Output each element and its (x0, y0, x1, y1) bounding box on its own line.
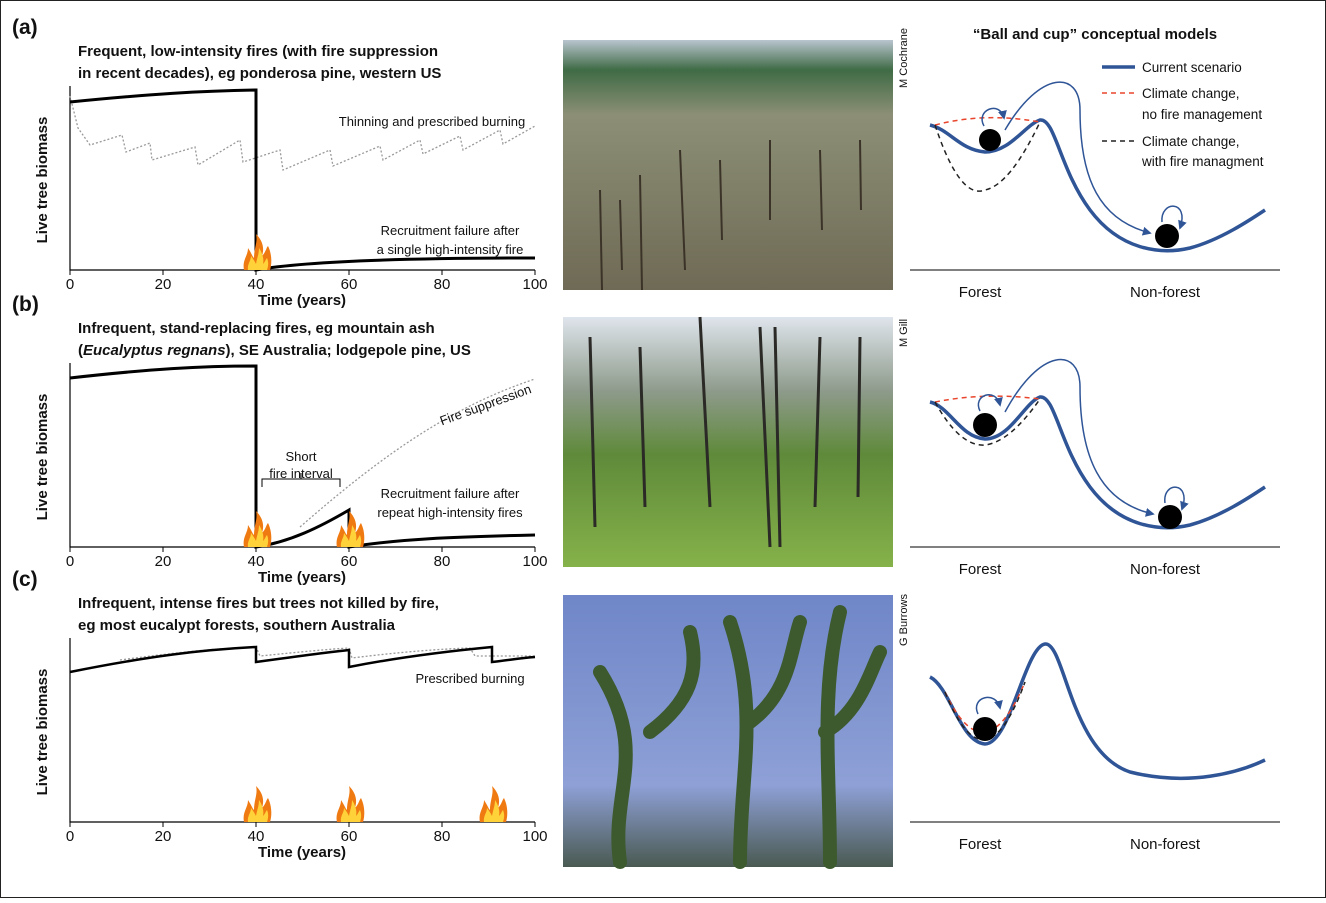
annotation: Short (285, 449, 316, 464)
annotation: a single high-intensity fire (377, 242, 524, 257)
y-axis-label: Live tree biomass (34, 117, 51, 244)
title-part: eg most eucalypt forests, southern Austr… (78, 617, 396, 634)
title-part: Eucalyptus regnans (83, 342, 226, 359)
x-axis-label: Time (years) (258, 569, 346, 586)
panel-title: eg most eucalypt forests, southern Austr… (78, 617, 396, 634)
y-axis-label: Live tree biomass (34, 394, 51, 521)
x-tick-label: 40 (248, 276, 265, 293)
x-tick-label: 0 (66, 276, 74, 293)
cup-title: “Ball and cup” conceptual models (973, 26, 1217, 43)
annotation: Recruitment failure after (381, 223, 520, 238)
panel-label: (b) (12, 293, 39, 316)
legend-label: Climate change, (1142, 134, 1240, 149)
x-axis-label: Time (years) (258, 292, 346, 309)
panel-title: Infrequent, intense fires but trees not … (78, 595, 439, 612)
title-part: Infrequent, intense fires but trees not … (78, 595, 439, 612)
annotation: repeat high-intensity fires (377, 505, 523, 520)
x-tick-label: 100 (522, 276, 547, 293)
panel-title: (Eucalyptus regnans), SE Australia; lodg… (78, 342, 471, 359)
legend-label: no fire management (1142, 107, 1262, 122)
x-axis-label: Time (years) (258, 844, 346, 861)
title-part: ( (78, 342, 83, 359)
x-tick-label: 80 (434, 553, 451, 570)
photo-credit: G Burrows (898, 594, 910, 646)
x-tick-label: 80 (434, 828, 451, 845)
panel-label: (c) (12, 568, 38, 591)
cup-axis-label: Non-forest (1130, 561, 1201, 578)
cup-axis-label: Forest (959, 836, 1002, 853)
x-tick-label: 60 (341, 276, 358, 293)
x-tick-label: 0 (66, 553, 74, 570)
x-tick-label: 20 (155, 828, 172, 845)
title-part: ), SE Australia; lodgepole pine, US (226, 342, 471, 359)
panel: (c) Infrequent, intense fires but trees n… (12, 568, 1201, 861)
annotation: Recruitment failure after (381, 486, 520, 501)
annotation: Fire suppression (438, 381, 533, 428)
x-tick-label: 0 (66, 828, 74, 845)
panel-b-layout (69, 316, 1280, 567)
x-tick-label: 40 (248, 828, 265, 845)
x-tick-label: 80 (434, 276, 451, 293)
x-tick-label: 20 (155, 276, 172, 293)
panel: (b) Infrequent, stand-replacing fires, eg… (12, 293, 1201, 586)
x-tick-label: 100 (522, 553, 547, 570)
panel-c-layout (69, 595, 1280, 869)
x-tick-label: 20 (155, 553, 172, 570)
annotation: fire interval (269, 466, 333, 481)
panel-title: Infrequent, stand-replacing fires, eg mo… (78, 320, 435, 337)
title-part: Infrequent, stand-replacing fires, eg mo… (78, 320, 435, 337)
cup-axis-label: Non-forest (1130, 284, 1201, 301)
y-axis-label: Live tree biomass (34, 669, 51, 796)
annotation: Prescribed burning (415, 671, 524, 686)
legend-label: with fire managment (1141, 154, 1264, 169)
panel: (a) Frequent, low-intensity fires (with f… (12, 16, 1201, 309)
legend-label: Current scenario (1142, 60, 1242, 75)
panel-label: (a) (12, 16, 38, 39)
photo-credit: M Cochrane (898, 28, 910, 88)
photo-credit: M Gill (898, 319, 910, 347)
panel-title: Frequent, low-intensity fires (with fire… (78, 43, 438, 60)
panel-title: in recent decades), eg ponderosa pine, w… (78, 65, 441, 82)
annotation: Thinning and prescribed burning (339, 114, 525, 129)
panel-a-layout (69, 40, 1280, 291)
title-part: in recent decades), eg ponderosa pine, w… (78, 65, 441, 82)
legend-label: Climate change, (1142, 86, 1240, 101)
title-part: Frequent, low-intensity fires (with fire… (78, 43, 438, 60)
x-tick-label: 100 (522, 828, 547, 845)
x-tick-label: 40 (248, 553, 265, 570)
x-tick-label: 60 (341, 553, 358, 570)
cup-axis-label: Non-forest (1130, 836, 1201, 853)
x-tick-label: 60 (341, 828, 358, 845)
cup-axis-label: Forest (959, 561, 1002, 578)
cup-axis-label: Forest (959, 284, 1002, 301)
